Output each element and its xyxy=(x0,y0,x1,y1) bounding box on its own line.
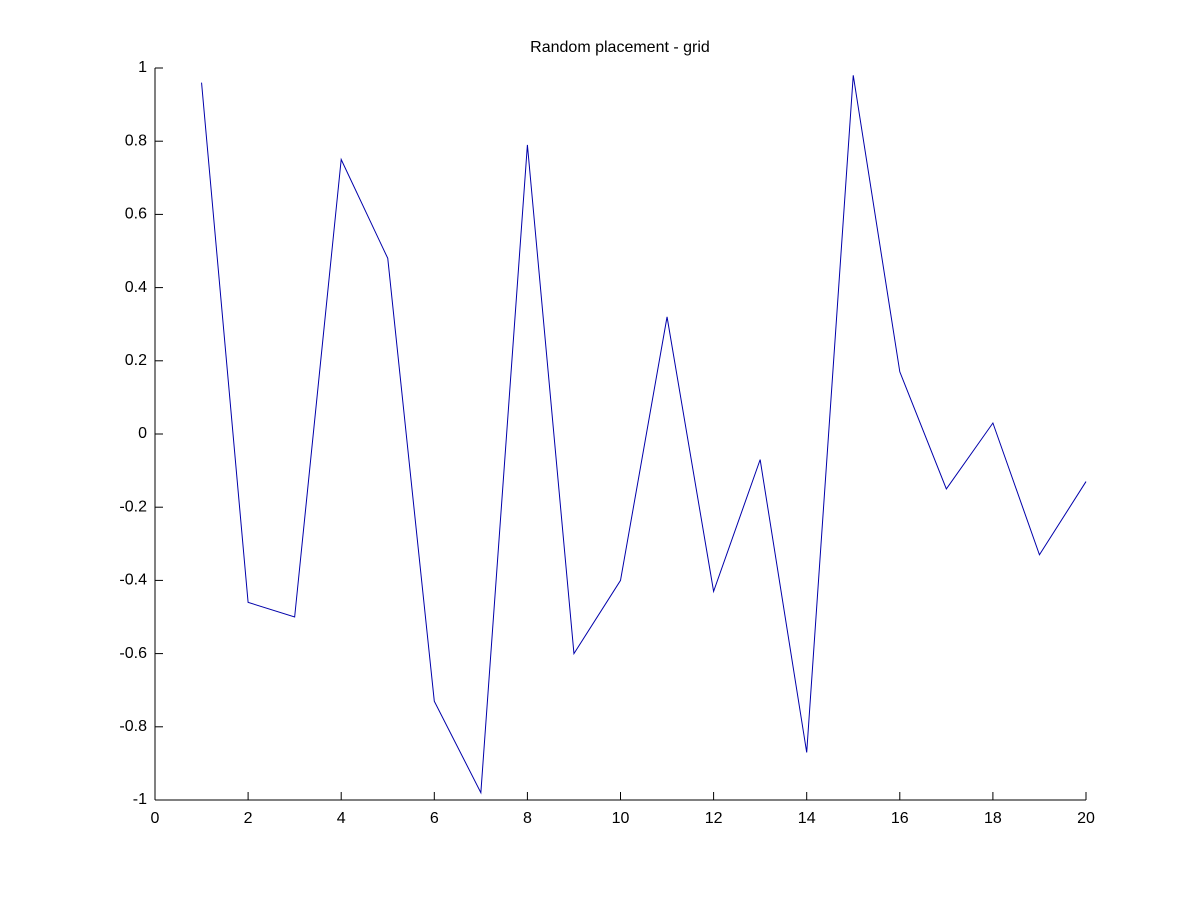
y-tick-label: 0 xyxy=(138,425,147,442)
y-tick-label: 0.4 xyxy=(125,279,147,296)
y-tick-label: -1 xyxy=(133,791,147,808)
y-tick-label: -0.2 xyxy=(119,498,147,515)
y-tick-label: -0.8 xyxy=(119,718,147,735)
data-line xyxy=(201,75,1087,795)
x-tick-label: 12 xyxy=(705,810,723,827)
x-tick-label: 16 xyxy=(891,810,909,827)
chart-title: Random placement - grid xyxy=(530,39,710,56)
y-tick-label: -0.6 xyxy=(119,645,147,662)
x-tick-label: 10 xyxy=(612,810,630,827)
x-tick-label: 6 xyxy=(430,810,439,827)
y-tick-label: 1 xyxy=(138,59,147,76)
x-tick-label: 2 xyxy=(244,810,253,827)
x-tick-label: 4 xyxy=(337,810,346,827)
y-tick-label: 0.6 xyxy=(125,206,147,223)
x-tick-label: 20 xyxy=(1077,810,1095,827)
x-tick-label: 0 xyxy=(151,810,160,827)
x-tick-label: 8 xyxy=(523,810,532,827)
y-tick-label: 0.2 xyxy=(125,352,147,369)
y-tick-label: -0.4 xyxy=(119,572,147,589)
x-tick-label: 18 xyxy=(984,810,1002,827)
y-tick-label: 0.8 xyxy=(125,132,147,149)
x-tick-label: 14 xyxy=(798,810,816,827)
